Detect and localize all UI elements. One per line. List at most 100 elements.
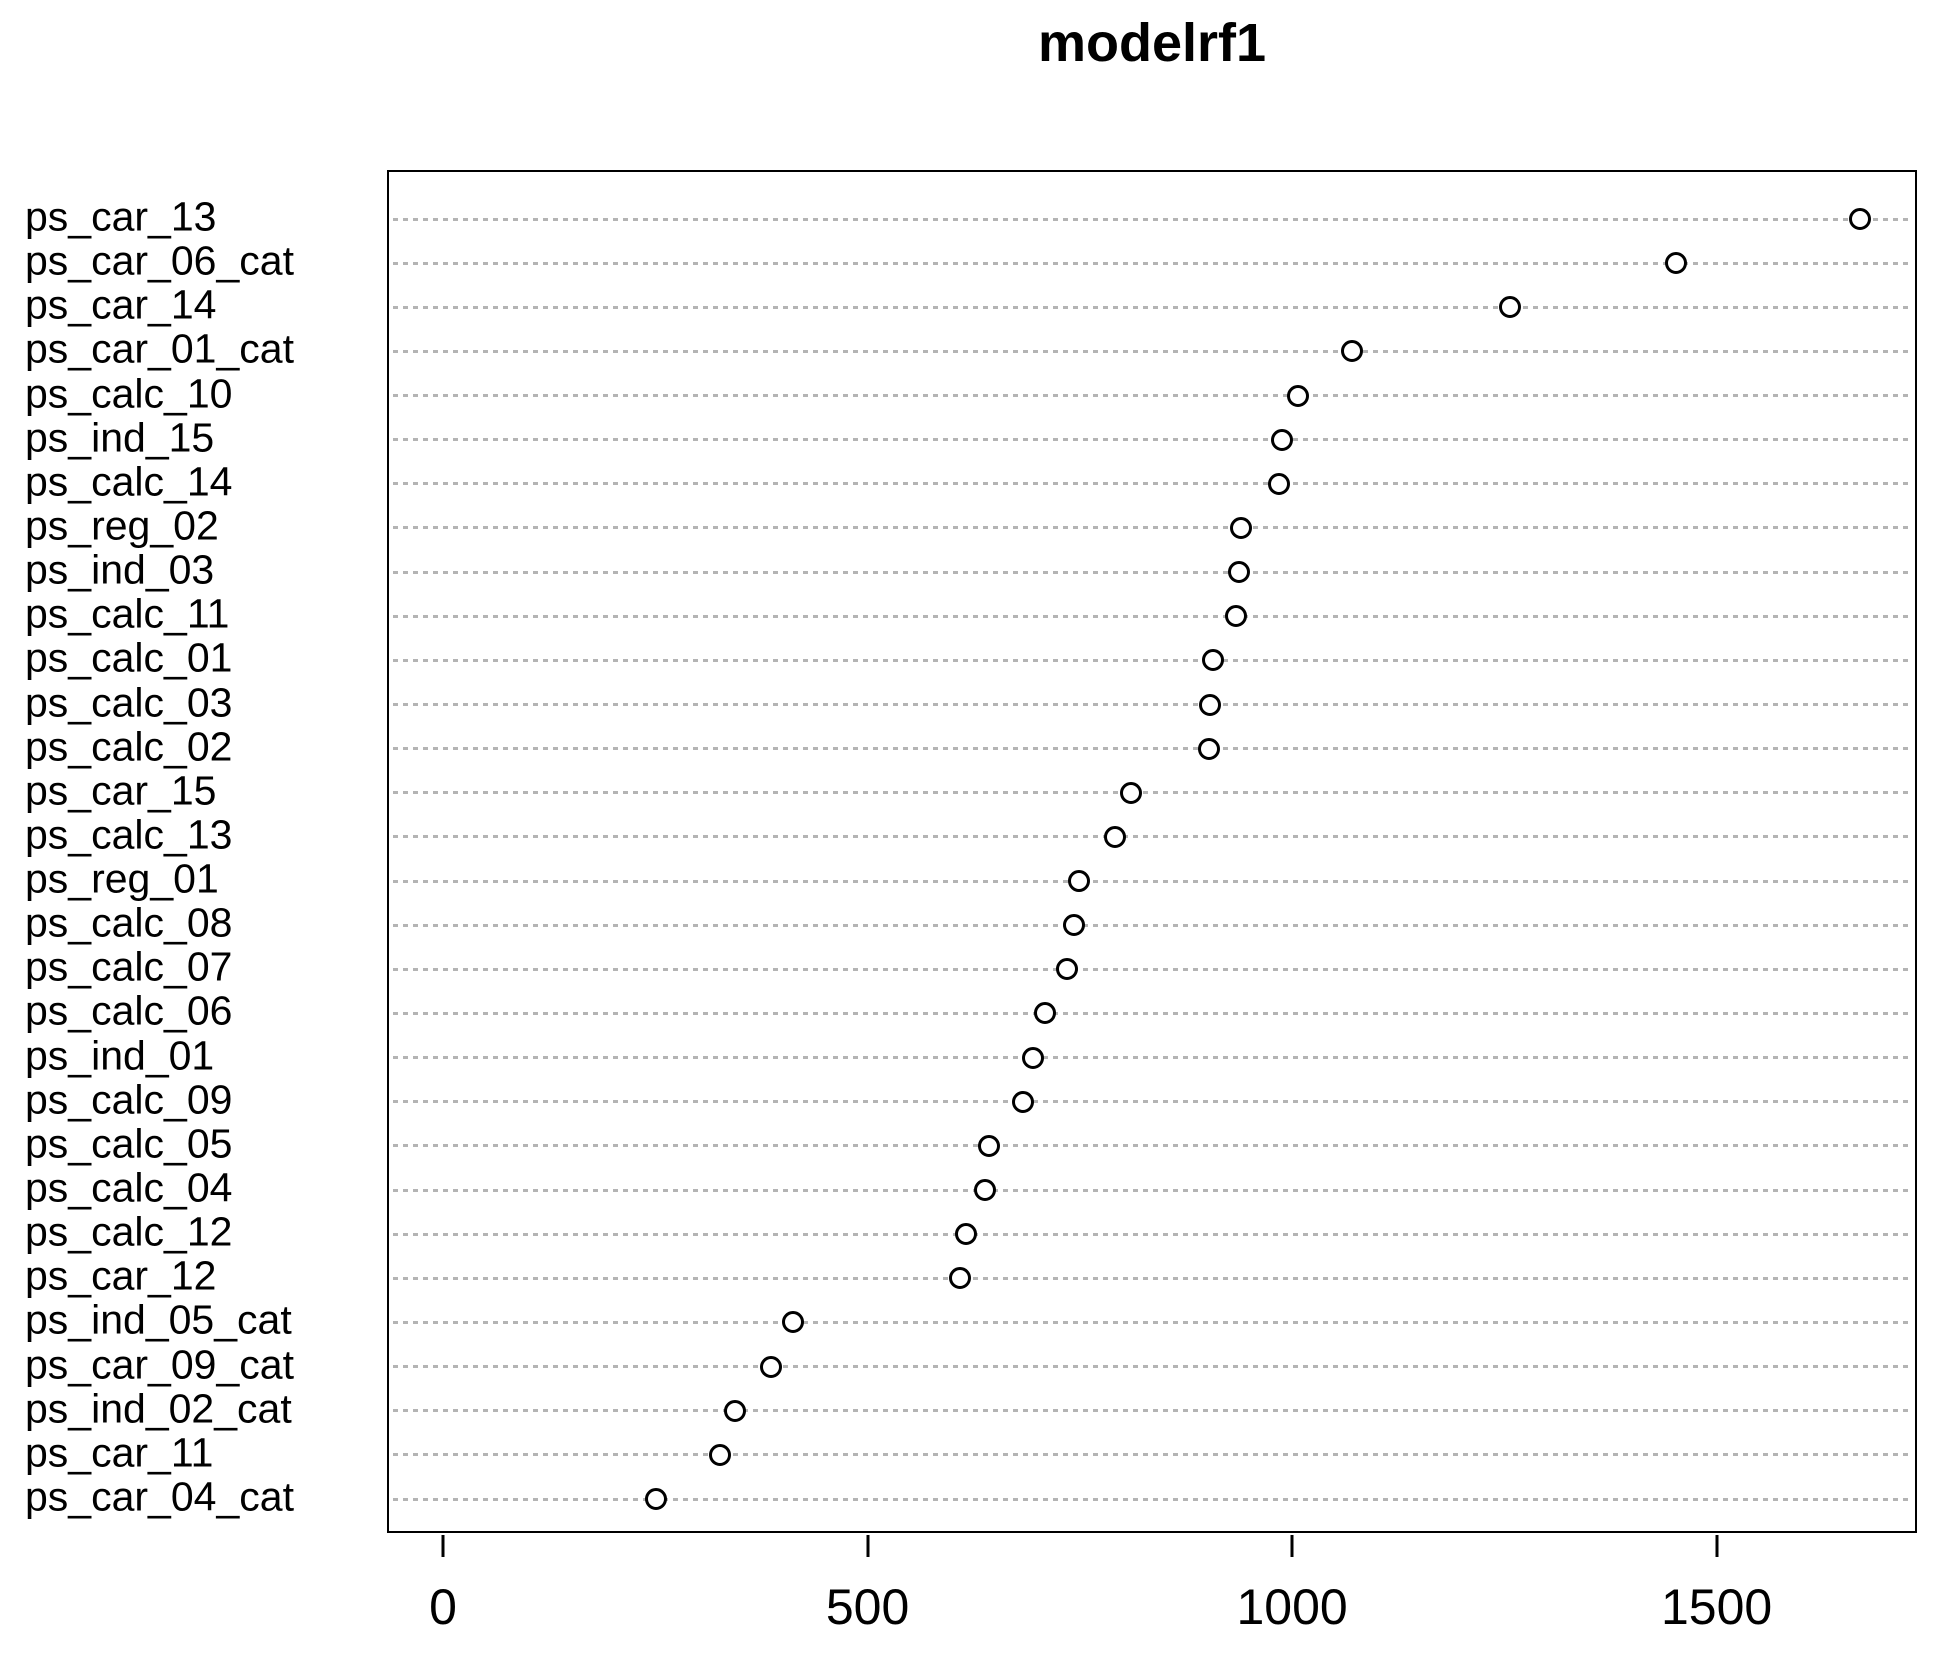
data-point: [1012, 1090, 1035, 1113]
x-axis-tick-label: 1000: [1236, 1579, 1348, 1635]
y-axis-label: ps_calc_13: [25, 811, 233, 858]
gridline: [393, 349, 1911, 353]
y-axis-label: ps_calc_02: [25, 723, 233, 770]
data-point: [1498, 296, 1521, 319]
gridline: [393, 967, 1911, 971]
gridline: [393, 614, 1911, 618]
y-axis-label: ps_ind_15: [25, 414, 215, 461]
data-point: [978, 1134, 1001, 1157]
plot-area: [387, 170, 1917, 1533]
y-axis-label: ps_car_04_cat: [25, 1473, 294, 1520]
y-axis-label: ps_ind_05_cat: [25, 1296, 292, 1343]
data-point: [1340, 340, 1363, 363]
data-point: [1267, 472, 1290, 495]
data-point: [1227, 561, 1250, 584]
gridline: [393, 438, 1911, 442]
y-axis-label: ps_reg_01: [25, 855, 219, 902]
y-axis-label: ps_car_09_cat: [25, 1341, 294, 1388]
gridline: [393, 305, 1911, 309]
y-axis-label: ps_car_14: [25, 281, 217, 328]
x-axis-tick-label: 0: [429, 1579, 457, 1635]
data-point: [1063, 914, 1086, 937]
gridline: [393, 879, 1911, 883]
y-axis-label: ps_calc_12: [25, 1208, 233, 1255]
gridline: [393, 526, 1911, 530]
data-point: [1271, 428, 1294, 451]
gridline: [393, 1365, 1911, 1369]
data-point: [949, 1267, 972, 1290]
gridline: [393, 1188, 1911, 1192]
y-axis-label: ps_calc_07: [25, 943, 233, 990]
data-point: [1034, 1002, 1057, 1025]
x-axis-tick: [866, 1535, 870, 1557]
gridline: [393, 1100, 1911, 1104]
data-point: [723, 1399, 746, 1422]
y-axis-label: ps_ind_01: [25, 1032, 215, 1079]
x-axis-tick: [1715, 1535, 1719, 1557]
gridline: [393, 1409, 1911, 1413]
gridline: [393, 1497, 1911, 1501]
y-axis-label: ps_car_15: [25, 767, 217, 814]
data-point: [709, 1443, 732, 1466]
data-point: [1225, 605, 1248, 628]
gridline: [393, 1320, 1911, 1324]
data-point: [955, 1223, 978, 1246]
gridline: [393, 1276, 1911, 1280]
y-axis-label: ps_car_11: [25, 1429, 214, 1476]
gridline: [393, 261, 1911, 265]
y-axis-label: ps_car_13: [25, 193, 217, 240]
gridline: [393, 835, 1911, 839]
data-point: [1201, 649, 1224, 672]
data-point: [974, 1179, 997, 1202]
y-axis-label: ps_calc_01: [25, 634, 233, 681]
gridline: [393, 1453, 1911, 1457]
y-axis-label: ps_car_01_cat: [25, 325, 294, 372]
gridline: [393, 1056, 1911, 1060]
y-axis-label: ps_calc_10: [25, 370, 233, 417]
gridline: [393, 1232, 1911, 1236]
y-axis-label: ps_ind_03: [25, 546, 215, 593]
data-point: [1055, 958, 1078, 981]
gridline: [393, 923, 1911, 927]
data-point: [1665, 252, 1688, 275]
data-point: [1103, 825, 1126, 848]
data-point: [782, 1311, 805, 1334]
data-point: [1198, 737, 1221, 760]
chart-title: modelrf1: [1037, 13, 1267, 73]
data-point: [1068, 870, 1091, 893]
gridline: [393, 1011, 1911, 1015]
y-axis-label: ps_calc_03: [25, 679, 233, 726]
gridline: [393, 1144, 1911, 1148]
y-axis-label: ps_car_12: [25, 1252, 217, 1299]
y-axis-label: ps_calc_11: [25, 590, 230, 637]
data-point: [1120, 781, 1143, 804]
x-axis-tick-label: 1500: [1660, 1579, 1773, 1635]
data-point: [1199, 693, 1222, 716]
y-axis-label: ps_calc_04: [25, 1164, 233, 1211]
gridline: [393, 482, 1911, 486]
data-point: [1848, 208, 1871, 230]
gridline: [393, 747, 1911, 751]
y-axis-label: ps_car_06_cat: [25, 237, 294, 284]
data-point: [1287, 384, 1310, 407]
y-axis-label: ps_calc_14: [25, 458, 233, 505]
y-axis-label: ps_calc_08: [25, 899, 233, 946]
y-axis-label: ps_calc_05: [25, 1120, 233, 1167]
y-axis-label: ps_calc_09: [25, 1076, 233, 1123]
gridline: [393, 570, 1911, 574]
gridline: [393, 791, 1911, 795]
gridline: [393, 658, 1911, 662]
gridline: [393, 217, 1911, 221]
gridline: [393, 703, 1911, 707]
data-point: [760, 1355, 783, 1378]
data-point: [1021, 1046, 1044, 1069]
x-axis-tick: [1290, 1535, 1294, 1557]
data-point: [645, 1488, 668, 1510]
y-axis-label: ps_reg_02: [25, 502, 219, 549]
y-axis-label: ps_calc_06: [25, 987, 233, 1034]
x-axis-tick: [441, 1535, 445, 1557]
data-point: [1230, 516, 1253, 539]
x-axis-tick-label: 500: [825, 1579, 910, 1635]
gridline: [393, 394, 1911, 398]
y-axis-label: ps_ind_02_cat: [25, 1385, 292, 1432]
